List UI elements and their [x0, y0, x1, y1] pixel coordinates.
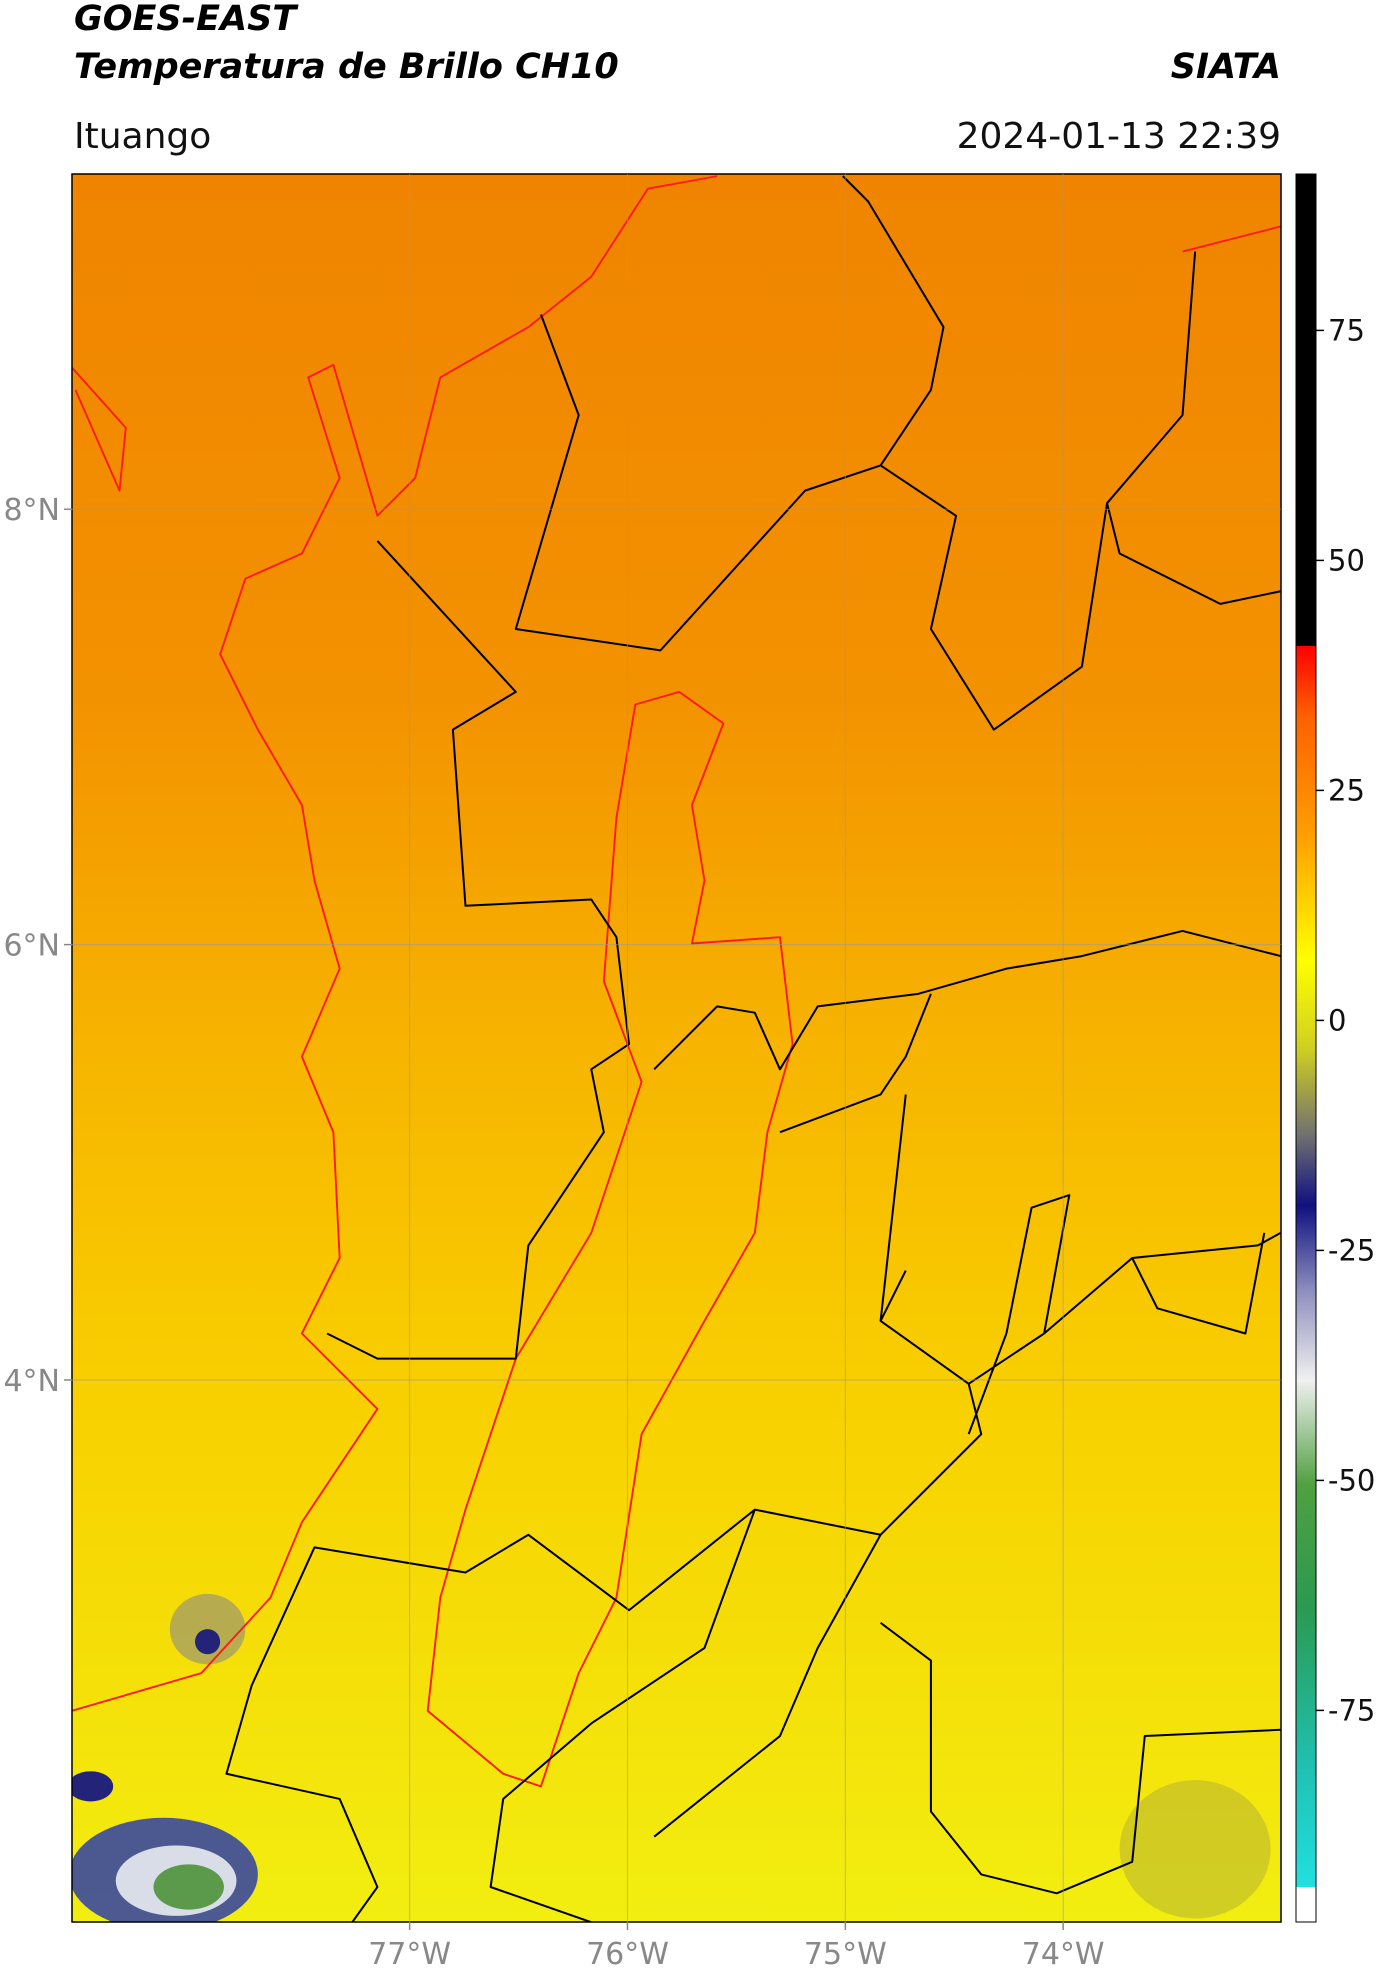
x-tick-label: 75°W: [804, 1937, 887, 1972]
map: [72, 174, 1281, 1922]
colorbar-tick-label: 0: [1328, 1003, 1346, 1037]
x-tick-label: 77°W: [368, 1937, 451, 1972]
y-tick-label: 8°N: [3, 493, 60, 528]
y-tick-label: 4°N: [3, 1364, 60, 1399]
y-tick-label: 6°N: [3, 929, 60, 964]
region: Ituango: [74, 116, 211, 157]
colorbar-tick-label: 50: [1328, 543, 1365, 577]
x-tick-label: 74°W: [1022, 1937, 1105, 1972]
colorbar-tick-label: -25: [1328, 1233, 1375, 1267]
colorbar-tick-label: -50: [1328, 1463, 1375, 1497]
colorbar: [1295, 173, 1317, 1923]
datetime: 2024-01-13 22:39: [957, 116, 1281, 157]
colorbar-tick-label: 75: [1328, 313, 1365, 347]
title: GOES-EAST: [74, 0, 299, 39]
map-frame: [71, 173, 1282, 1923]
subtitle: Temperatura de Brillo CH10: [74, 47, 619, 87]
colorbar-tick-label: -75: [1328, 1693, 1375, 1727]
colorbar-tick-label: 25: [1328, 773, 1365, 807]
source: SIATA: [1171, 47, 1281, 87]
x-tick-label: 76°W: [586, 1937, 669, 1972]
